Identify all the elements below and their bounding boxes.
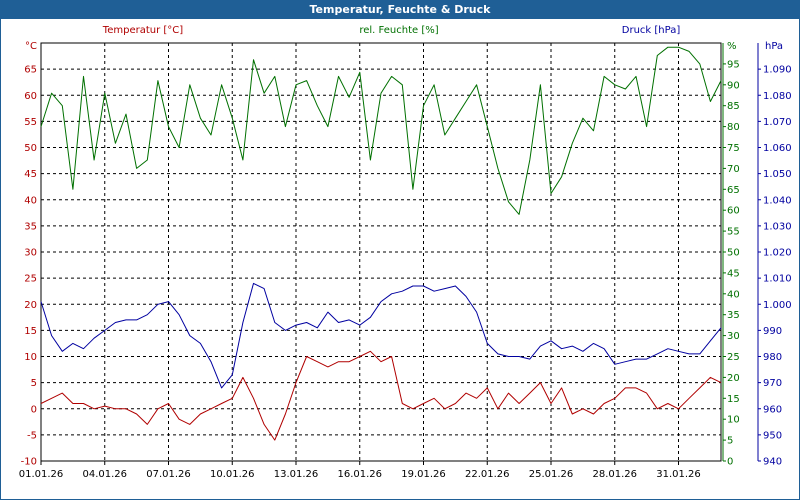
data-lines (40, 46, 722, 441)
pressure-tick-label: 1.060 (763, 143, 792, 154)
x-tick-label: 25.01.26 (529, 469, 574, 480)
temperature-tick-label: 50 (24, 143, 37, 154)
humidity-tick-label: 65 (727, 185, 740, 196)
temperature-tick-label: -10 (21, 457, 37, 468)
humidity-tick-label: 50 (727, 248, 740, 259)
humidity-tick-label: 40 (727, 289, 740, 300)
x-tick-label: 22.01.26 (465, 469, 510, 480)
pressure-tick-label: 1.020 (763, 248, 792, 259)
temperature-tick-label: -5 (27, 430, 37, 441)
humidity-tick-label: 75 (727, 143, 740, 154)
pressure-tick-label: 1.030 (763, 221, 792, 232)
temperature-tick-label: 35 (24, 221, 37, 232)
temperature-tick-label: 45 (24, 169, 37, 180)
temperature-tick-label: 10 (24, 352, 37, 363)
humidity-tick-label: 85 (727, 101, 740, 112)
x-tick-label: 13.01.26 (274, 469, 319, 480)
x-tick-label: 10.01.26 (210, 469, 255, 480)
humidity-tick-label: 80 (727, 122, 740, 133)
pressure-tick-label: 1.080 (763, 91, 792, 102)
pressure-axis-title: Druck [hPa] (622, 25, 681, 36)
humidity-tick-label: 95 (727, 59, 740, 70)
temperature-axis-title: Temperatur [°C] (102, 25, 183, 36)
x-tick-label: 01.01.26 (19, 469, 64, 480)
humidity-tick-label: 25 (727, 352, 740, 363)
pressure-tick-label: 1.090 (763, 65, 792, 76)
series-temperature-line (40, 350, 722, 441)
humidity-axis-title: rel. Feuchte [%] (359, 25, 438, 36)
temperature-tick-label: 20 (24, 300, 37, 311)
pressure-tick-label: 1.050 (763, 169, 792, 180)
temperature-tick-label: 40 (24, 195, 37, 206)
pressure-tick-label: 1.070 (763, 117, 792, 128)
temperature-tick-label: 60 (24, 91, 37, 102)
x-tick-label: 31.01.26 (656, 469, 701, 480)
pressure-tick-label: 970 (763, 378, 782, 389)
humidity-tick-label: 60 (727, 206, 740, 217)
humidity-tick-label: 35 (727, 310, 740, 321)
temperature-tick-label: 5 (31, 378, 37, 389)
temperature-unit-label: °C (25, 41, 37, 52)
axes: 01.01.26 04.01.26 07.01.26 10.01.26 13.01.26… (19, 43, 792, 480)
humidity-tick-label: 70 (727, 164, 740, 175)
x-tick-label: 04.01.26 (82, 469, 127, 480)
humidity-tick-label: 15 (727, 394, 740, 405)
humidity-tick-label: 5 (727, 436, 733, 447)
humidity-tick-label: 90 (727, 80, 740, 91)
temperature-tick-label: 25 (24, 274, 37, 285)
temperature-tick-label: 55 (24, 117, 37, 128)
window-title: Temperatur, Feuchte & Druck (1, 1, 799, 19)
temperature-tick-label: 0 (31, 404, 37, 415)
pressure-tick-label: 1.010 (763, 274, 792, 285)
series-pressure-line (40, 282, 722, 389)
pressure-tick-label: 960 (763, 404, 782, 415)
humidity-unit-label: % (727, 41, 737, 52)
humidity-tick-label: 45 (727, 268, 740, 279)
pressure-tick-label: 1.000 (763, 300, 792, 311)
temperature-tick-label: 65 (24, 65, 37, 76)
temperature-tick-label: 15 (24, 326, 37, 337)
chart-svg: 01.01.26 04.01.26 07.01.26 10.01.26 13.01.26… (19, 25, 792, 480)
humidity-tick-label: 0 (727, 457, 733, 468)
pressure-tick-label: 940 (763, 457, 782, 468)
x-tick-label: 28.01.26 (592, 469, 637, 480)
pressure-unit-label: hPa (765, 41, 783, 52)
humidity-tick-label: 20 (727, 373, 740, 384)
pressure-tick-label: 950 (763, 430, 782, 441)
x-tick-label: 16.01.26 (337, 469, 382, 480)
humidity-tick-label: 10 (727, 415, 740, 426)
pressure-tick-label: 1.040 (763, 195, 792, 206)
pressure-tick-label: 990 (763, 326, 782, 337)
grid (40, 42, 722, 462)
pressure-tick-label: 980 (763, 352, 782, 363)
temperature-tick-label: 30 (24, 248, 37, 259)
humidity-tick-label: 55 (727, 227, 740, 238)
x-tick-label: 07.01.26 (146, 469, 191, 480)
series-humidity-line (40, 46, 722, 215)
humidity-tick-label: 30 (727, 331, 740, 342)
x-tick-label: 19.01.26 (401, 469, 446, 480)
